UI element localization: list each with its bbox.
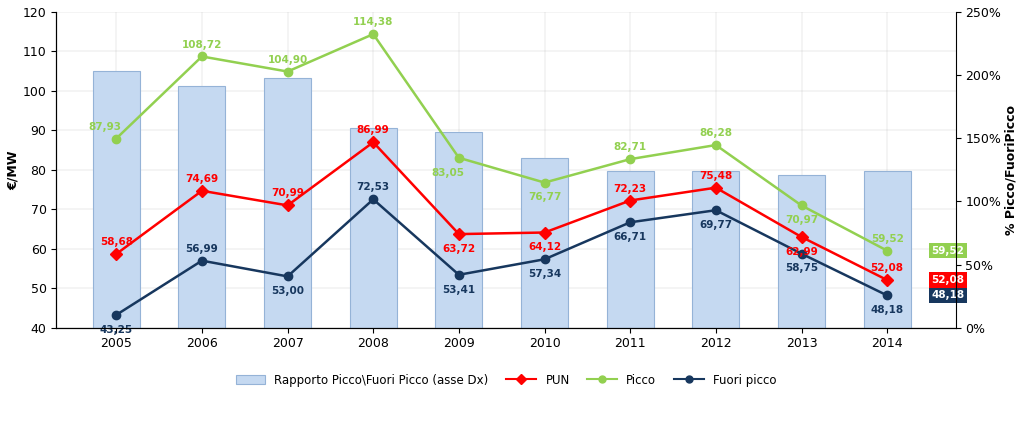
Text: 69,77: 69,77 [699,220,732,230]
Text: 74,69: 74,69 [185,174,218,184]
Text: 83,05: 83,05 [431,167,464,177]
Text: 76,77: 76,77 [527,192,561,202]
Bar [349,128,396,328]
Text: 53,41: 53,41 [442,285,475,294]
Bar [178,86,225,328]
Text: 52,08: 52,08 [870,263,903,273]
Text: 64,12: 64,12 [528,242,561,252]
Bar [606,171,653,328]
Text: 75,48: 75,48 [699,171,732,181]
Text: 66,71: 66,71 [613,232,647,242]
Bar [521,159,568,328]
Text: 48,18: 48,18 [870,305,904,315]
Text: 59,52: 59,52 [870,234,903,244]
Bar [863,171,910,328]
Text: 114,38: 114,38 [353,17,393,27]
Text: 48,18: 48,18 [932,290,965,300]
Text: 63,72: 63,72 [442,244,475,254]
Text: 104,90: 104,90 [267,55,307,64]
Text: 57,34: 57,34 [528,269,561,279]
Text: 56,99: 56,99 [185,244,218,254]
Text: 72,23: 72,23 [613,184,647,194]
Text: 59,52: 59,52 [932,246,965,256]
Bar [435,132,482,328]
Bar [692,171,739,328]
Text: 82,71: 82,71 [613,142,647,152]
Text: 72,53: 72,53 [356,182,390,192]
Text: 58,75: 58,75 [785,263,818,273]
Text: 86,99: 86,99 [356,125,389,135]
Bar [93,71,140,328]
Text: 86,28: 86,28 [699,128,732,138]
Text: 58,68: 58,68 [99,237,133,247]
Text: 53,00: 53,00 [271,286,304,296]
Bar [264,78,311,328]
Text: 52,08: 52,08 [932,275,965,285]
Text: 70,99: 70,99 [271,188,304,198]
Y-axis label: % Picco/FuoriPicco: % Picco/FuoriPicco [1005,105,1017,235]
Text: 62,99: 62,99 [785,247,818,257]
Text: 70,97: 70,97 [785,215,818,225]
Legend: Rapporto Picco\Fuori Picco (asse Dx), PUN, Picco, Fuori picco: Rapporto Picco\Fuori Picco (asse Dx), PU… [230,369,781,391]
Text: 43,25: 43,25 [99,325,133,335]
Bar [778,175,825,328]
Text: 87,93: 87,93 [89,122,122,131]
Text: 108,72: 108,72 [181,39,222,49]
Y-axis label: €/MW: €/MW [7,150,19,190]
